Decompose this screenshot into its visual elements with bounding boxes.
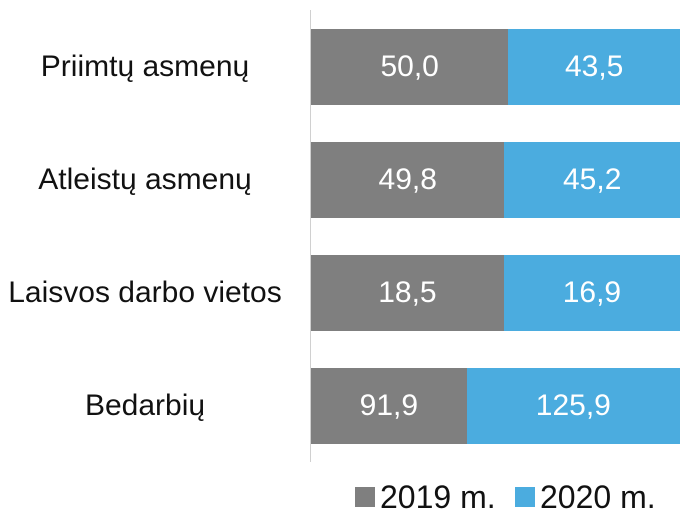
data-label: 16,9 xyxy=(562,275,622,309)
bar-segment xyxy=(504,141,680,218)
bar-segment xyxy=(311,28,509,105)
category-label: Laisvos darbo vietos xyxy=(8,275,282,309)
category-label: Priimtų asmenų xyxy=(40,49,250,83)
legend-label: 2019 m. xyxy=(380,479,496,515)
category-axis xyxy=(310,10,311,462)
bar-segment xyxy=(466,367,680,444)
data-label: 125,9 xyxy=(535,388,611,422)
data-label: 18,5 xyxy=(378,275,437,309)
bar-segment xyxy=(311,367,467,444)
category-label: Atleistų asmenų xyxy=(38,162,252,196)
bar-segment xyxy=(503,254,680,331)
category-label: Bedarbių xyxy=(84,388,206,422)
data-label: 43,5 xyxy=(564,49,624,83)
legend-swatch xyxy=(355,487,375,507)
legend-label: 2020 m. xyxy=(540,479,656,515)
data-label: 49,8 xyxy=(378,162,437,196)
bar-segment xyxy=(311,254,504,331)
data-label: 50,0 xyxy=(380,49,439,83)
bar-segment xyxy=(508,28,680,105)
data-label: 91,9 xyxy=(359,388,419,422)
legend-swatch xyxy=(515,487,535,507)
data-label: 45,2 xyxy=(563,162,622,196)
bar-segment xyxy=(311,141,505,218)
